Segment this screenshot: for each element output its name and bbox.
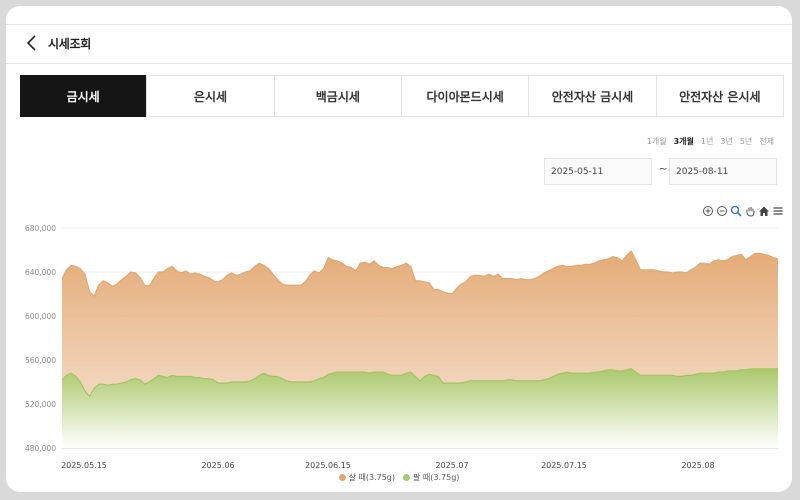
period-1-year[interactable]: 1년	[700, 137, 714, 146]
period-all[interactable]: 전체	[759, 137, 774, 146]
pan-hand-icon[interactable]	[744, 202, 756, 217]
y-tick-label: 680,000	[25, 224, 56, 233]
period-3-years[interactable]: 3년	[720, 137, 733, 146]
chart-toolbar	[702, 202, 784, 217]
end-date-field[interactable]: 2025-08-11	[669, 158, 777, 185]
x-tick-label: 2025.08	[681, 461, 714, 470]
y-tick-label: 560,000	[25, 356, 56, 365]
x-tick-label: 2025.06.15	[305, 461, 351, 470]
metal-tabs: 금시세 은시세 백금시세 다이아몬드시세 안전자산 금시세 안전자산 은시세	[20, 75, 784, 117]
chart-legend: 살 때(3.75g) 팔 때(3.75g)	[6, 472, 792, 483]
x-axis-ticks: 2025.05.15 2025.06 2025.06.15 2025.07 2025.0…	[61, 461, 714, 470]
y-tick-label: 640,000	[25, 268, 56, 277]
tab-safe-asset-silver[interactable]: 안전자산 은시세	[679, 89, 761, 104]
tab-silver[interactable]: 은시세	[147, 76, 275, 116]
legend-buy-label: 살 때(3.75g)	[348, 473, 395, 482]
legend-buy[interactable]: 살 때(3.75g)	[338, 472, 395, 483]
date-separator: ~	[659, 164, 668, 175]
app-window: 시세조회 금시세 은시세 백금시세 다이아몬드시세 안전자산 금시세 안전자산 …	[6, 6, 792, 492]
sell-price-line	[61, 368, 778, 398]
tab-diamond[interactable]: 다이아몬드시세	[402, 76, 530, 116]
legend-sell[interactable]: 팔 때(3.75g)	[403, 472, 459, 483]
tab-safe-asset-gold[interactable]: 안전자산 금시세	[529, 76, 657, 116]
period-5-years[interactable]: 5년	[739, 137, 753, 146]
sell-price-area	[62, 368, 778, 448]
x-tick-label: 2025.07	[435, 461, 468, 470]
price-chart: 680,000 640,000 600,000 560,000 520,000 480,0…	[25, 224, 779, 470]
start-date-field[interactable]: 2025-05-11	[544, 158, 652, 185]
x-tick-label: 2025.05.15	[61, 461, 107, 470]
zoom-in-icon[interactable]	[702, 202, 714, 216]
tab-gold[interactable]: 금시세	[20, 75, 148, 117]
legend-sell-dot	[403, 474, 410, 481]
x-tick-label: 2025.06	[201, 461, 234, 470]
buy-price-line	[61, 250, 779, 298]
page-title: 시세조회	[48, 37, 91, 51]
zoom-out-icon[interactable]	[716, 202, 728, 216]
period-1-month[interactable]: 1개월	[646, 137, 667, 146]
page-header: 시세조회	[6, 24, 792, 64]
tab-platinum[interactable]: 백금시세	[275, 76, 402, 116]
y-tick-label: 600,000	[25, 312, 56, 321]
period-3-months[interactable]: 3개월	[673, 137, 694, 146]
home-icon[interactable]	[758, 202, 770, 216]
y-axis-ticks: 680,000 640,000 600,000 560,000 520,000 480,0…	[25, 224, 56, 453]
back-icon[interactable]	[24, 33, 40, 53]
period-selector: 1개월 3개월 1년 3년 5년 전체	[647, 136, 774, 147]
magnify-icon[interactable]	[730, 202, 742, 217]
legend-sell-label: 팔 때(3.75g)	[413, 473, 460, 482]
y-tick-label: 480,000	[25, 444, 56, 453]
legend-buy-dot	[338, 474, 346, 481]
menu-icon[interactable]	[772, 202, 784, 215]
x-tick-label: 2025.07.15	[541, 461, 587, 470]
y-tick-label: 520,000	[25, 400, 56, 409]
